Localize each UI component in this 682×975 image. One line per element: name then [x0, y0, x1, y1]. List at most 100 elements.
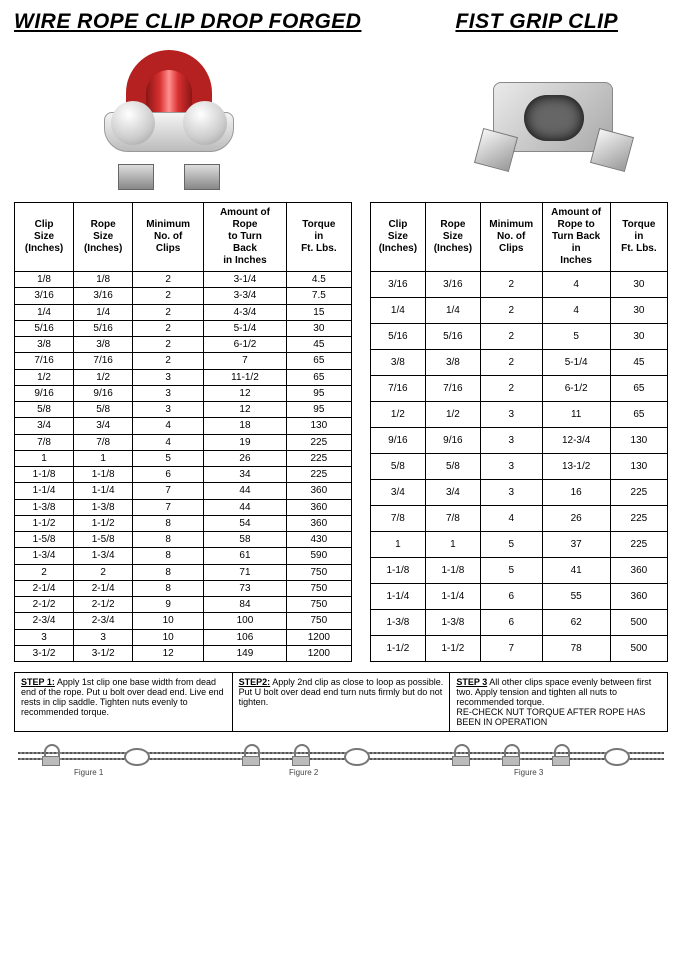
table-cell: 1-1/2: [74, 515, 133, 531]
table-cell: 71: [204, 564, 287, 580]
table-row: 1/21/2311-1/265: [15, 369, 352, 385]
table-cell: 1-3/8: [425, 610, 480, 636]
table-cell: 58: [204, 532, 287, 548]
table-cell: 3/16: [425, 272, 480, 298]
table-cell: 5/8: [370, 454, 425, 480]
table-header: RopeSize(Inches): [74, 203, 133, 272]
table-cell: 2: [133, 337, 204, 353]
table-row: 1-1/21-1/2854360: [15, 515, 352, 531]
table-cell: 7/8: [15, 434, 74, 450]
table-cell: 3/16: [15, 288, 74, 304]
table-cell: 750: [286, 580, 351, 596]
table-cell: 6-1/2: [542, 376, 610, 402]
table-row: 3/163/1623-3/47.5: [15, 288, 352, 304]
table-cell: 3/8: [425, 350, 480, 376]
table-cell: 360: [286, 483, 351, 499]
table-cell: 11-1/2: [204, 369, 287, 385]
table-cell: 2-3/4: [74, 613, 133, 629]
table-cell: 7/8: [370, 506, 425, 532]
table-cell: 65: [610, 376, 667, 402]
figures-diagram: Figure 1 Figure 2 Figure 3: [14, 738, 668, 778]
table-cell: 30: [610, 298, 667, 324]
table-row: 7/87/8426225: [370, 506, 667, 532]
table-cell: 1/2: [15, 369, 74, 385]
table-cell: 26: [542, 506, 610, 532]
table-header: ClipSize(Inches): [370, 203, 425, 272]
table-cell: 3: [480, 402, 542, 428]
figure-1-label: Figure 1: [74, 768, 103, 777]
table-cell: 7: [133, 483, 204, 499]
table-cell: 149: [204, 645, 287, 661]
title-left: WIRE ROPE CLIP DROP FORGED: [14, 10, 361, 34]
table-cell: 5: [133, 450, 204, 466]
table-row: 1-1/81-1/8634225: [15, 467, 352, 483]
table-cell: 3/4: [74, 418, 133, 434]
table-cell: 3/4: [425, 480, 480, 506]
table-cell: 9: [133, 597, 204, 613]
table-cell: 62: [542, 610, 610, 636]
table-cell: 130: [610, 454, 667, 480]
table-cell: 1-1/2: [15, 515, 74, 531]
table-cell: 78: [542, 636, 610, 662]
table-cell: 2: [74, 564, 133, 580]
table-cell: 1: [15, 450, 74, 466]
table-cell: 9/16: [425, 428, 480, 454]
table-row: 1-1/21-1/2778500: [370, 636, 667, 662]
table-cell: 3/8: [74, 337, 133, 353]
table-cell: 3-1/4: [204, 272, 287, 288]
table-cell: 37: [542, 532, 610, 558]
table-cell: 1-1/8: [15, 467, 74, 483]
table-cell: 65: [286, 353, 351, 369]
table-row: 11526225: [15, 450, 352, 466]
table-cell: 9/16: [370, 428, 425, 454]
table-cell: 1-1/2: [370, 636, 425, 662]
table-cell: 3: [133, 369, 204, 385]
table-cell: 7/16: [74, 353, 133, 369]
wire-rope-clip-table: ClipSize(Inches)RopeSize(Inches)MinimumN…: [14, 202, 352, 662]
table-cell: 750: [286, 613, 351, 629]
table-header: MinimumNo. ofClips: [133, 203, 204, 272]
table-cell: 5/16: [74, 320, 133, 336]
table-cell: 13-1/2: [542, 454, 610, 480]
figure-2-label: Figure 2: [289, 768, 318, 777]
table-cell: 1-1/8: [74, 467, 133, 483]
table-cell: 5/8: [425, 454, 480, 480]
table-row: 7/167/162765: [15, 353, 352, 369]
table-cell: 1: [425, 532, 480, 558]
table-cell: 3: [15, 629, 74, 645]
table-cell: 3-1/2: [74, 645, 133, 661]
table-row: 9/169/16312-3/4130: [370, 428, 667, 454]
table-cell: 3: [133, 385, 204, 401]
table-cell: 1-1/2: [425, 636, 480, 662]
table-header: RopeSize(Inches): [425, 203, 480, 272]
table-cell: 1-1/4: [370, 584, 425, 610]
table-cell: 5-1/4: [204, 320, 287, 336]
table-cell: 225: [610, 532, 667, 558]
table-row: 1-1/41-1/4655360: [370, 584, 667, 610]
table-cell: 2: [480, 324, 542, 350]
table-cell: 2: [480, 298, 542, 324]
table-cell: 4.5: [286, 272, 351, 288]
table-cell: 1200: [286, 645, 351, 661]
table-cell: 84: [204, 597, 287, 613]
table-cell: 9/16: [15, 385, 74, 401]
table-cell: 130: [610, 428, 667, 454]
title-right: FIST GRIP CLIP: [455, 10, 618, 34]
table-row: 5/85/831295: [15, 402, 352, 418]
table-cell: 5/8: [15, 402, 74, 418]
table-cell: 4-3/4: [204, 304, 287, 320]
table-row: 1-5/81-5/8858430: [15, 532, 352, 548]
table-cell: 1-1/4: [15, 483, 74, 499]
table-row: 1/41/42430: [370, 298, 667, 324]
table-cell: 500: [610, 636, 667, 662]
table-row: 3/83/826-1/245: [15, 337, 352, 353]
table-cell: 12: [204, 385, 287, 401]
table-cell: 2: [133, 272, 204, 288]
table-cell: 7/16: [370, 376, 425, 402]
table-cell: 2: [480, 376, 542, 402]
table-cell: 34: [204, 467, 287, 483]
table-cell: 1/2: [370, 402, 425, 428]
table-cell: 2-1/4: [74, 580, 133, 596]
table-row: 1-3/81-3/8662500: [370, 610, 667, 636]
table-cell: 2: [133, 304, 204, 320]
